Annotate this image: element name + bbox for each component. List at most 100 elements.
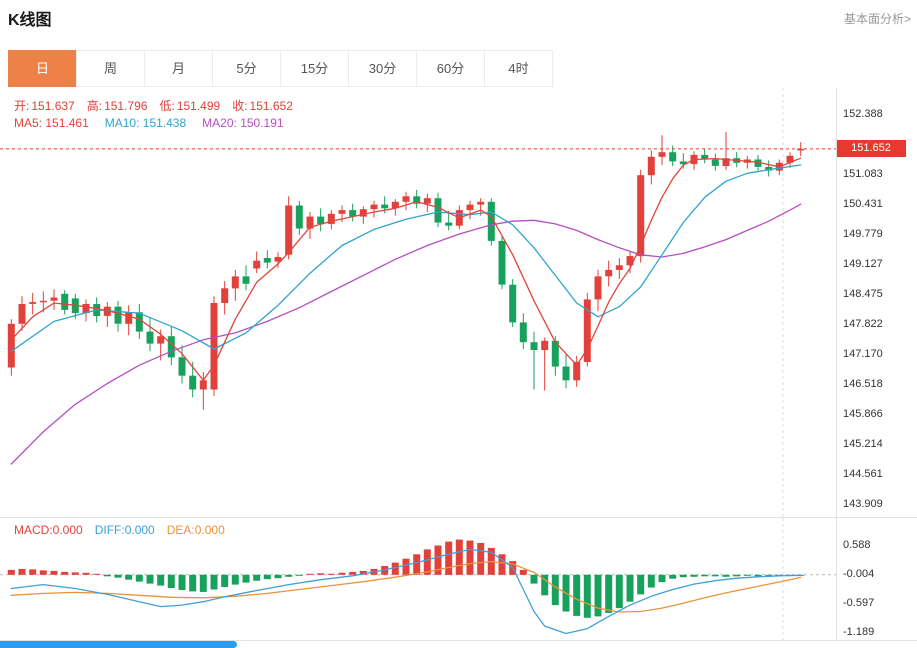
macd-bar (338, 572, 346, 575)
dea-value: DEA:0.000 (166, 523, 225, 537)
diff-value: DIFF:0.000 (94, 523, 155, 537)
candle (178, 357, 186, 376)
candle (754, 159, 762, 167)
macd-bar (29, 569, 37, 575)
candle (221, 288, 229, 303)
macd-axis-label: 0.588 (843, 539, 871, 552)
macd-bar (93, 573, 101, 575)
macd-bar (647, 574, 655, 588)
macd-bar (722, 574, 730, 577)
price-axis-label: 152.388 (843, 108, 883, 120)
ohlc-row: 开: 151.637 高: 151.796 低: 151.499 收: 151.652 (14, 97, 305, 114)
macd-info-row: MACD:0.000 DIFF:0.000 DEA:0.000 (14, 523, 225, 537)
panel-separator (0, 517, 917, 518)
tab-bar: 日周月 5分 15分 30分 60分 4时 (8, 50, 553, 87)
open-label: 开: (14, 99, 30, 113)
candle (370, 204, 378, 210)
candle (263, 258, 271, 263)
fundamental-analysis-link[interactable]: 基本面分析> (843, 12, 911, 26)
candle (658, 152, 666, 157)
candle (125, 312, 133, 324)
macd-bar (242, 574, 250, 583)
macd-bar (253, 574, 261, 581)
macd-bar (317, 573, 325, 575)
macd-bar (754, 574, 762, 577)
macd-bar (615, 574, 623, 609)
macd-bar (135, 574, 143, 582)
price-axis-label: 151.083 (843, 168, 883, 181)
price-axis-label: 148.475 (843, 288, 883, 300)
dea-line (10, 560, 802, 613)
candle (29, 302, 37, 304)
candle (327, 213, 335, 224)
macd-bar (477, 543, 485, 575)
candle (306, 216, 314, 229)
macd-bar (327, 573, 335, 575)
candle (18, 304, 26, 324)
macd-bar (359, 570, 367, 575)
candle (295, 205, 303, 229)
candle (573, 361, 581, 381)
macd-bar (61, 571, 69, 575)
candle (402, 196, 410, 202)
candle (381, 204, 389, 209)
price-axis-label: 144.561 (843, 468, 883, 481)
close-value: 151.652 (249, 99, 293, 113)
candle (594, 276, 602, 300)
candle (797, 148, 805, 151)
macd-axis-label: -0.004 (843, 568, 875, 580)
candle (210, 303, 218, 390)
macd-bar (551, 574, 559, 606)
macd-bar (306, 573, 314, 575)
price-chart[interactable] (0, 88, 836, 517)
tab-5分[interactable]: 5分 (212, 50, 281, 87)
candle (487, 201, 495, 241)
macd-bar (178, 574, 186, 590)
price-axis-label: 149.779 (843, 228, 883, 241)
price-axis-label: 146.518 (843, 378, 883, 391)
tab-周[interactable]: 周 (76, 50, 145, 87)
candle (626, 256, 634, 266)
tab-日[interactable]: 日 (8, 50, 77, 87)
macd-bar (221, 574, 229, 587)
macd-bar (50, 570, 58, 575)
chart-scrollbar[interactable] (0, 641, 237, 648)
tab-15分[interactable]: 15分 (280, 50, 349, 87)
price-axis-label: 145.214 (843, 438, 883, 450)
macd-bar (167, 574, 175, 588)
candle (338, 210, 346, 214)
macd-chart[interactable] (0, 518, 836, 640)
candle (274, 257, 282, 262)
candle (317, 216, 325, 224)
candle (722, 158, 730, 166)
tab-月[interactable]: 月 (144, 50, 213, 87)
candle (423, 198, 431, 204)
candle (7, 323, 15, 368)
macd-bar (541, 574, 549, 596)
macd-axis: 0.588 -0.004 -0.597 -1.189 (836, 518, 917, 640)
close-label: 收: (232, 99, 248, 113)
tab-4时[interactable]: 4时 (484, 50, 553, 87)
macd-bar (626, 574, 634, 602)
candle (637, 175, 645, 257)
macd-bar (18, 568, 26, 575)
candle (434, 198, 442, 223)
candle (562, 366, 570, 381)
bottom-separator (0, 640, 917, 641)
low-label: 低: (159, 99, 175, 113)
macd-bar (7, 569, 15, 575)
macd-bar (530, 574, 538, 584)
price-axis: 152.388 151.083 150.431 149.779 149.127 148.4… (836, 88, 917, 517)
macd-bar (583, 574, 591, 618)
macd-bar (765, 574, 773, 576)
macd-axis-label: -0.597 (843, 596, 875, 609)
macd-bar (125, 574, 133, 580)
tab-60分[interactable]: 60分 (416, 50, 485, 87)
candle (519, 322, 527, 343)
candle (167, 336, 175, 358)
tab-30分[interactable]: 30分 (348, 50, 417, 87)
candle (605, 269, 613, 277)
axis-border (836, 88, 837, 640)
macd-bar (658, 574, 666, 583)
ma10-value: MA10: 151.438 (104, 116, 187, 130)
